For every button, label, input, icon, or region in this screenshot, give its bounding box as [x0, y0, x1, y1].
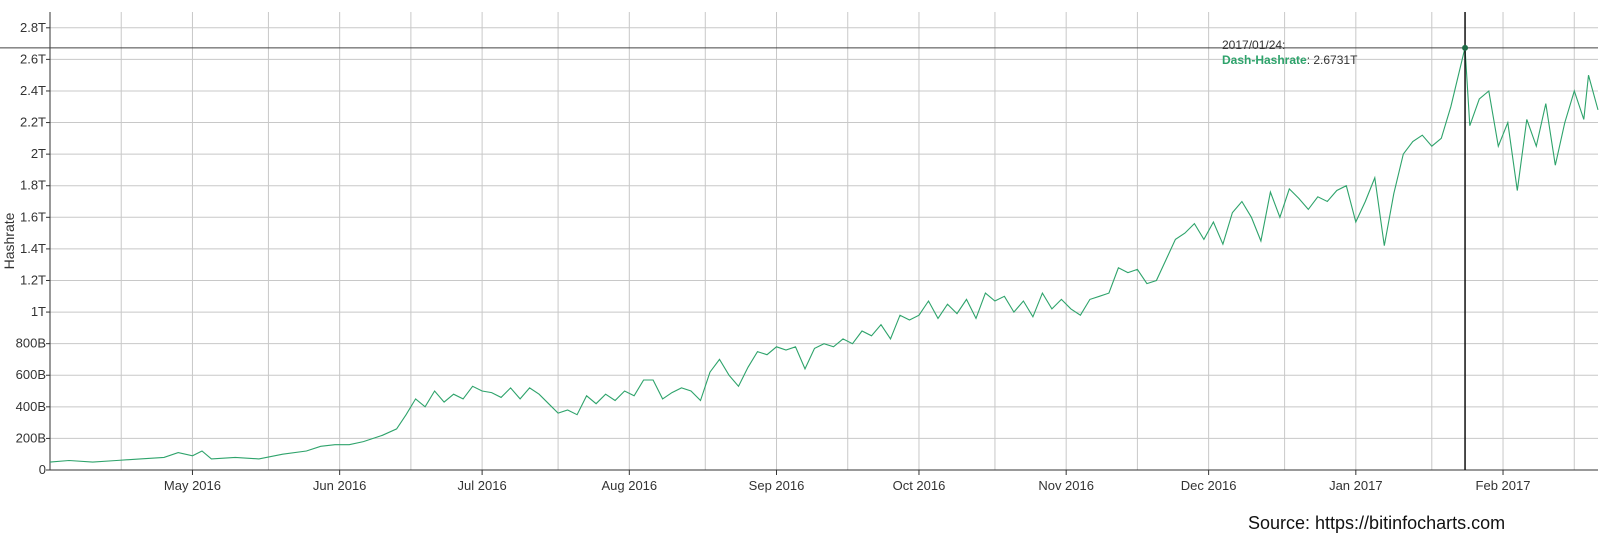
- series-line-dash-hashrate[interactable]: [49, 47, 1599, 463]
- tooltip-value-row: Dash-Hashrate: 2.6731T: [1222, 53, 1358, 67]
- y-tick-label: 1.6T: [20, 209, 46, 224]
- x-tick-label: Jan 2017: [1329, 478, 1383, 493]
- y-tick-label: 2.4T: [20, 83, 46, 98]
- y-tick-label: 1.4T: [20, 241, 46, 256]
- grid: [50, 12, 1598, 470]
- x-tick-label: Oct 2016: [893, 478, 946, 493]
- tooltip-date: 2017/01/24:: [1222, 38, 1286, 52]
- tooltip: 2017/01/24: Dash-Hashrate: 2.6731T: [1222, 38, 1357, 68]
- y-axis-label: Hashrate: [1, 212, 17, 269]
- y-tick-label: 1T: [31, 304, 46, 319]
- x-tick-label: Sep 2016: [749, 478, 805, 493]
- y-tick-label: 2.8T: [20, 20, 46, 35]
- tooltip-series-label: Dash-Hashrate: [1222, 53, 1307, 67]
- y-tick-label: 600B: [16, 367, 46, 382]
- x-tick-label: May 2016: [164, 478, 221, 493]
- y-tick-label: 800B: [16, 336, 46, 351]
- y-tick-label: 0: [39, 462, 46, 477]
- y-tick-label: 1.8T: [20, 178, 46, 193]
- y-axis: 0 200B 400B 600B 800B 1T 1.2T 1.4T 1.6T 1.8T 2T 2.2…: [16, 20, 50, 477]
- y-tick-label: 200B: [16, 430, 46, 445]
- x-tick-label: Nov 2016: [1038, 478, 1094, 493]
- tooltip-value: 2.6731T: [1313, 53, 1358, 67]
- y-tick-label: 2.2T: [20, 115, 46, 130]
- y-tick-label: 2T: [31, 146, 46, 161]
- x-axis: May 2016 Jun 2016 Jul 2016 Aug 2016 Sep 2016…: [164, 470, 1531, 493]
- y-tick-label: 1.2T: [20, 272, 46, 287]
- x-tick-label: Feb 2017: [1476, 478, 1531, 493]
- x-tick-label: Aug 2016: [601, 478, 657, 493]
- x-tick-label: Jun 2016: [313, 478, 367, 493]
- x-tick-label: Jul 2016: [458, 478, 507, 493]
- hashrate-chart: 0 200B 400B 600B 800B 1T 1.2T 1.4T 1.6T 1.8T 2T 2.2…: [0, 12, 1599, 493]
- x-tick-label: Dec 2016: [1181, 478, 1237, 493]
- y-tick-label: 400B: [16, 399, 46, 414]
- y-tick-label: 2.6T: [20, 51, 46, 66]
- source-credit: Source: https://bitinfocharts.com: [1248, 513, 1506, 533]
- crosshair-point[interactable]: [1462, 44, 1469, 51]
